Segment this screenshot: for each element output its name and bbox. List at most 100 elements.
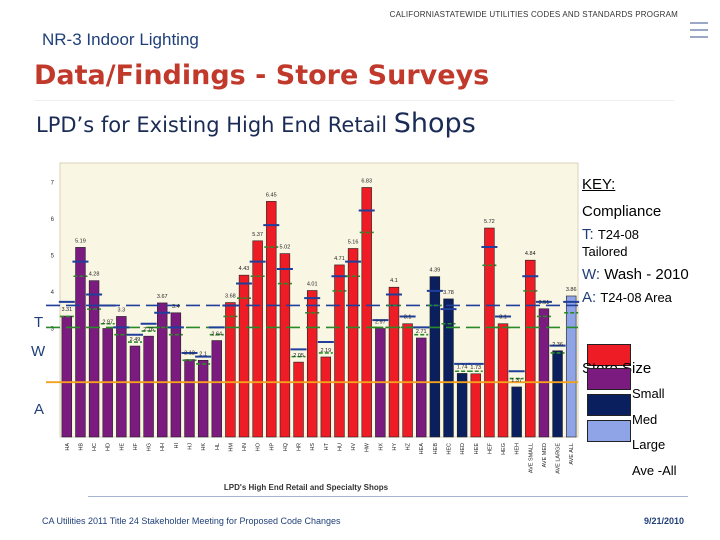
bar (538, 308, 550, 438)
bar (347, 248, 359, 438)
category-label: HQ (283, 442, 289, 451)
category-label: HEF (487, 442, 493, 454)
category-label: HM (228, 443, 234, 452)
bar (61, 315, 73, 438)
value-label: 5.16 (348, 239, 359, 245)
category-label: HX (378, 443, 384, 451)
bar (184, 359, 195, 438)
category-label: HEC (447, 443, 453, 455)
bar (565, 295, 577, 438)
category-label: HI (174, 443, 180, 449)
category-label: HW (365, 442, 371, 452)
category-label: HZ (406, 442, 412, 450)
slide-title: Data/Findings - Store Surveys (34, 60, 490, 91)
key-compliance: Compliance (582, 203, 662, 220)
value-label: 2.64 (211, 332, 222, 338)
category-label: HEA (419, 443, 425, 455)
key-a: A: T24-08 Area (582, 289, 717, 306)
legend-label-small: Small (632, 386, 665, 401)
bar (252, 240, 263, 438)
ref-label-w: W (31, 343, 46, 360)
value-label: 2.05 (293, 353, 304, 359)
bar (211, 340, 222, 438)
value-label: 2.36 (552, 342, 563, 348)
slide-subtitle: LPD’s for Existing High End Retail Shops (36, 108, 476, 139)
value-label: 3.1 (499, 315, 507, 321)
key-w: W: Wash - 2010 (582, 266, 717, 283)
category-label: HR (297, 443, 303, 451)
value-label: 5.02 (280, 245, 291, 251)
bar (497, 323, 509, 438)
value-label: 2.97 (102, 319, 113, 325)
value-label: 3.3 (118, 307, 126, 313)
legend-swatch-large (587, 394, 631, 416)
value-label: 2.49 (130, 337, 141, 343)
category-label: HEB (433, 443, 439, 455)
category-label: HEH (515, 443, 521, 455)
category-label: HB (78, 443, 84, 451)
value-label: 1.74 (457, 364, 468, 370)
x-axis-label: LPD's High End Retail and Specialty Shop… (224, 483, 389, 492)
bar (238, 274, 250, 438)
bar (88, 280, 100, 438)
value-label: 1.73 (470, 365, 481, 371)
bar (511, 386, 522, 438)
bar (470, 373, 481, 438)
category-labels: HA HB HC HD HE HF HG HH HI HJ HK HL HM HN HO HP HQ HR HS HT… (65, 442, 575, 474)
category-label: HG (147, 443, 153, 451)
legend-swatch-med (587, 344, 631, 366)
bar (552, 350, 563, 438)
bar (75, 247, 86, 438)
menu-icon[interactable] (690, 22, 708, 44)
value-label: 2.76 (143, 327, 154, 333)
category-label: HU (337, 443, 343, 451)
key-w-letter: W: (582, 266, 601, 283)
value-label: 5.19 (75, 238, 86, 244)
bar (320, 356, 332, 438)
category-label: HS (310, 443, 316, 451)
bar (279, 253, 291, 438)
value-label: 2.12 (184, 351, 195, 357)
title-rule (34, 100, 674, 101)
legend-label-large: Large (632, 437, 666, 452)
category-label: HV (351, 443, 357, 451)
key-a-text: T24-08 Area (600, 290, 672, 305)
compliance-markers (58, 209, 580, 380)
value-label: 3.51 (539, 300, 550, 306)
footer-rule (88, 496, 688, 497)
bar (116, 316, 127, 438)
bar (129, 345, 141, 438)
value-label: 4.43 (239, 266, 250, 272)
value-label: 4.28 (89, 272, 100, 278)
category-label: HE (119, 443, 125, 451)
category-label: HT (324, 442, 330, 450)
bar (416, 337, 427, 438)
value-label: 5.37 (252, 232, 263, 238)
value-label: 1.37 (511, 378, 522, 384)
value-label: 3.67 (157, 294, 168, 300)
value-label: 5.72 (484, 219, 495, 225)
category-label: HP (269, 443, 275, 451)
category-label: HY (392, 443, 398, 451)
bar (225, 302, 236, 438)
bar (443, 298, 454, 438)
key-t-text2: Tailored (582, 244, 628, 259)
bar (456, 373, 468, 438)
category-label: AVE MED (542, 443, 548, 467)
y-tick-label: 6 (51, 217, 55, 223)
value-label: 3.78 (443, 290, 454, 296)
category-label: AVE SMALL (528, 443, 534, 473)
bar (361, 187, 372, 438)
chart-key: KEY: Compliance T: T24-08 Tailored W: Was… (582, 176, 717, 306)
value-label: 4.84 (525, 251, 536, 257)
value-label: 3.68 (225, 294, 236, 300)
category-label: HO (256, 442, 262, 451)
bar (170, 312, 182, 438)
bar (525, 259, 536, 438)
y-axis: 7 6 5 4 3 (51, 180, 55, 332)
reference-lines (46, 304, 578, 384)
legend-label-med: Med (632, 412, 658, 427)
category-label: AVE ALL (569, 443, 575, 465)
subtitle-main: LPD’s for Existing High End Retail (36, 113, 388, 137)
key-t: T: T24-08 Tailored (582, 226, 717, 260)
